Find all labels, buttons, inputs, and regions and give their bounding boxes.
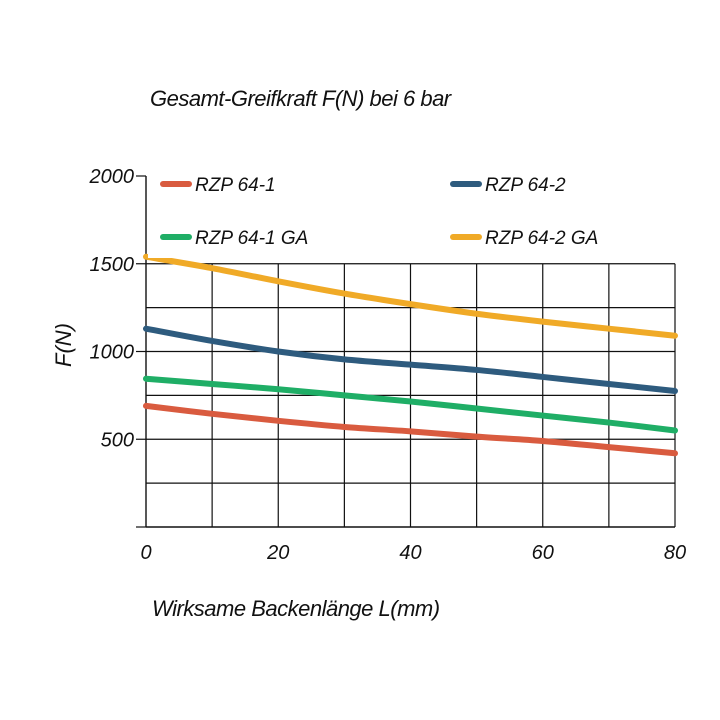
legend-box (148, 176, 675, 258)
x-tick-label: 60 (532, 542, 554, 564)
series-line-rzp-64-1 (143, 402, 678, 457)
y-tick-label: 1000 (90, 342, 135, 364)
series-line-rzp-64-1-ga (143, 375, 678, 434)
legend-label: RZP 64-2 (485, 175, 566, 196)
chart-title: Gesamt-Greifkraft F(N) bei 6 bar (150, 86, 451, 111)
x-axis-label: Wirksame Backenlänge L(mm) (152, 596, 440, 621)
legend-label: RZP 64-2 GA (485, 228, 598, 249)
legend-label: RZP 64-1 (195, 175, 276, 196)
series-line-rzp-64-2-ga (143, 253, 678, 339)
x-tick-label: 0 (140, 542, 151, 564)
x-tick-label: 40 (399, 542, 421, 564)
x-tick-label: 20 (266, 542, 289, 564)
legend-label: RZP 64-1 GA (195, 228, 308, 249)
y-tick-label: 1500 (90, 254, 135, 276)
x-tick-label: 80 (664, 542, 686, 564)
series-line-rzp-64-2 (143, 325, 678, 394)
y-tick-label: 500 (101, 429, 134, 451)
y-tick-label: 2000 (89, 166, 135, 188)
